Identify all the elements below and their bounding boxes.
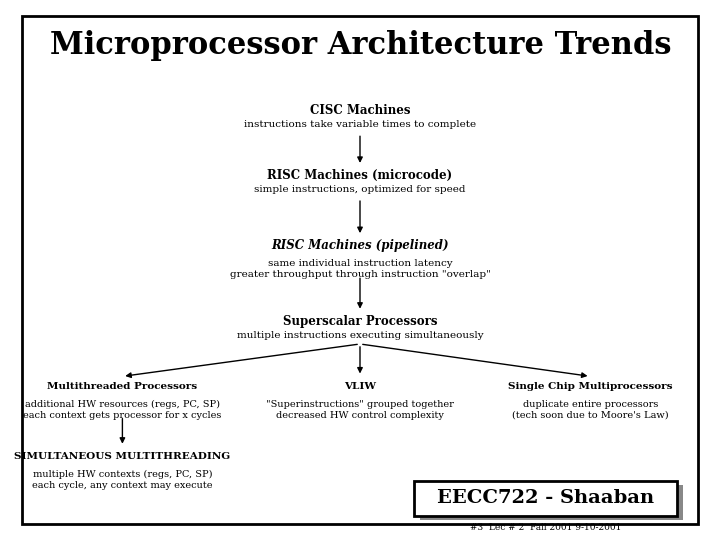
FancyBboxPatch shape: [414, 481, 677, 516]
Text: multiple HW contexts (regs, PC, SP)
each cycle, any context may execute: multiple HW contexts (regs, PC, SP) each…: [32, 470, 212, 490]
Text: Multithreaded Processors: Multithreaded Processors: [48, 382, 197, 390]
Text: additional HW resources (regs, PC, SP)
each context gets processor for x cycles: additional HW resources (regs, PC, SP) e…: [23, 400, 222, 420]
Text: instructions take variable times to complete: instructions take variable times to comp…: [244, 120, 476, 130]
Text: multiple instructions executing simultaneously: multiple instructions executing simultan…: [237, 331, 483, 340]
Text: #3  Lec # 2  Fall 2001 9-10-2001: #3 Lec # 2 Fall 2001 9-10-2001: [469, 523, 621, 532]
Text: Microprocessor Architecture Trends: Microprocessor Architecture Trends: [50, 30, 672, 62]
Text: duplicate entire processors
(tech soon due to Moore's Law): duplicate entire processors (tech soon d…: [512, 400, 669, 420]
Text: EECC722 - Shaaban: EECC722 - Shaaban: [437, 489, 654, 507]
Text: simple instructions, optimized for speed: simple instructions, optimized for speed: [254, 185, 466, 194]
Text: CISC Machines: CISC Machines: [310, 104, 410, 117]
Text: VLIW: VLIW: [344, 382, 376, 390]
Text: RISC Machines (pipelined): RISC Machines (pipelined): [271, 239, 449, 252]
Text: RISC Machines (microcode): RISC Machines (microcode): [267, 169, 453, 182]
Text: Single Chip Multiprocessors: Single Chip Multiprocessors: [508, 382, 672, 390]
FancyBboxPatch shape: [420, 485, 683, 520]
Text: same individual instruction latency
greater throughput through instruction "over: same individual instruction latency grea…: [230, 259, 490, 279]
Text: SIMULTANEOUS MULTITHREADING: SIMULTANEOUS MULTITHREADING: [14, 452, 230, 461]
Text: "Superinstructions" grouped together
decreased HW control complexity: "Superinstructions" grouped together dec…: [266, 400, 454, 420]
Text: Superscalar Processors: Superscalar Processors: [283, 315, 437, 328]
